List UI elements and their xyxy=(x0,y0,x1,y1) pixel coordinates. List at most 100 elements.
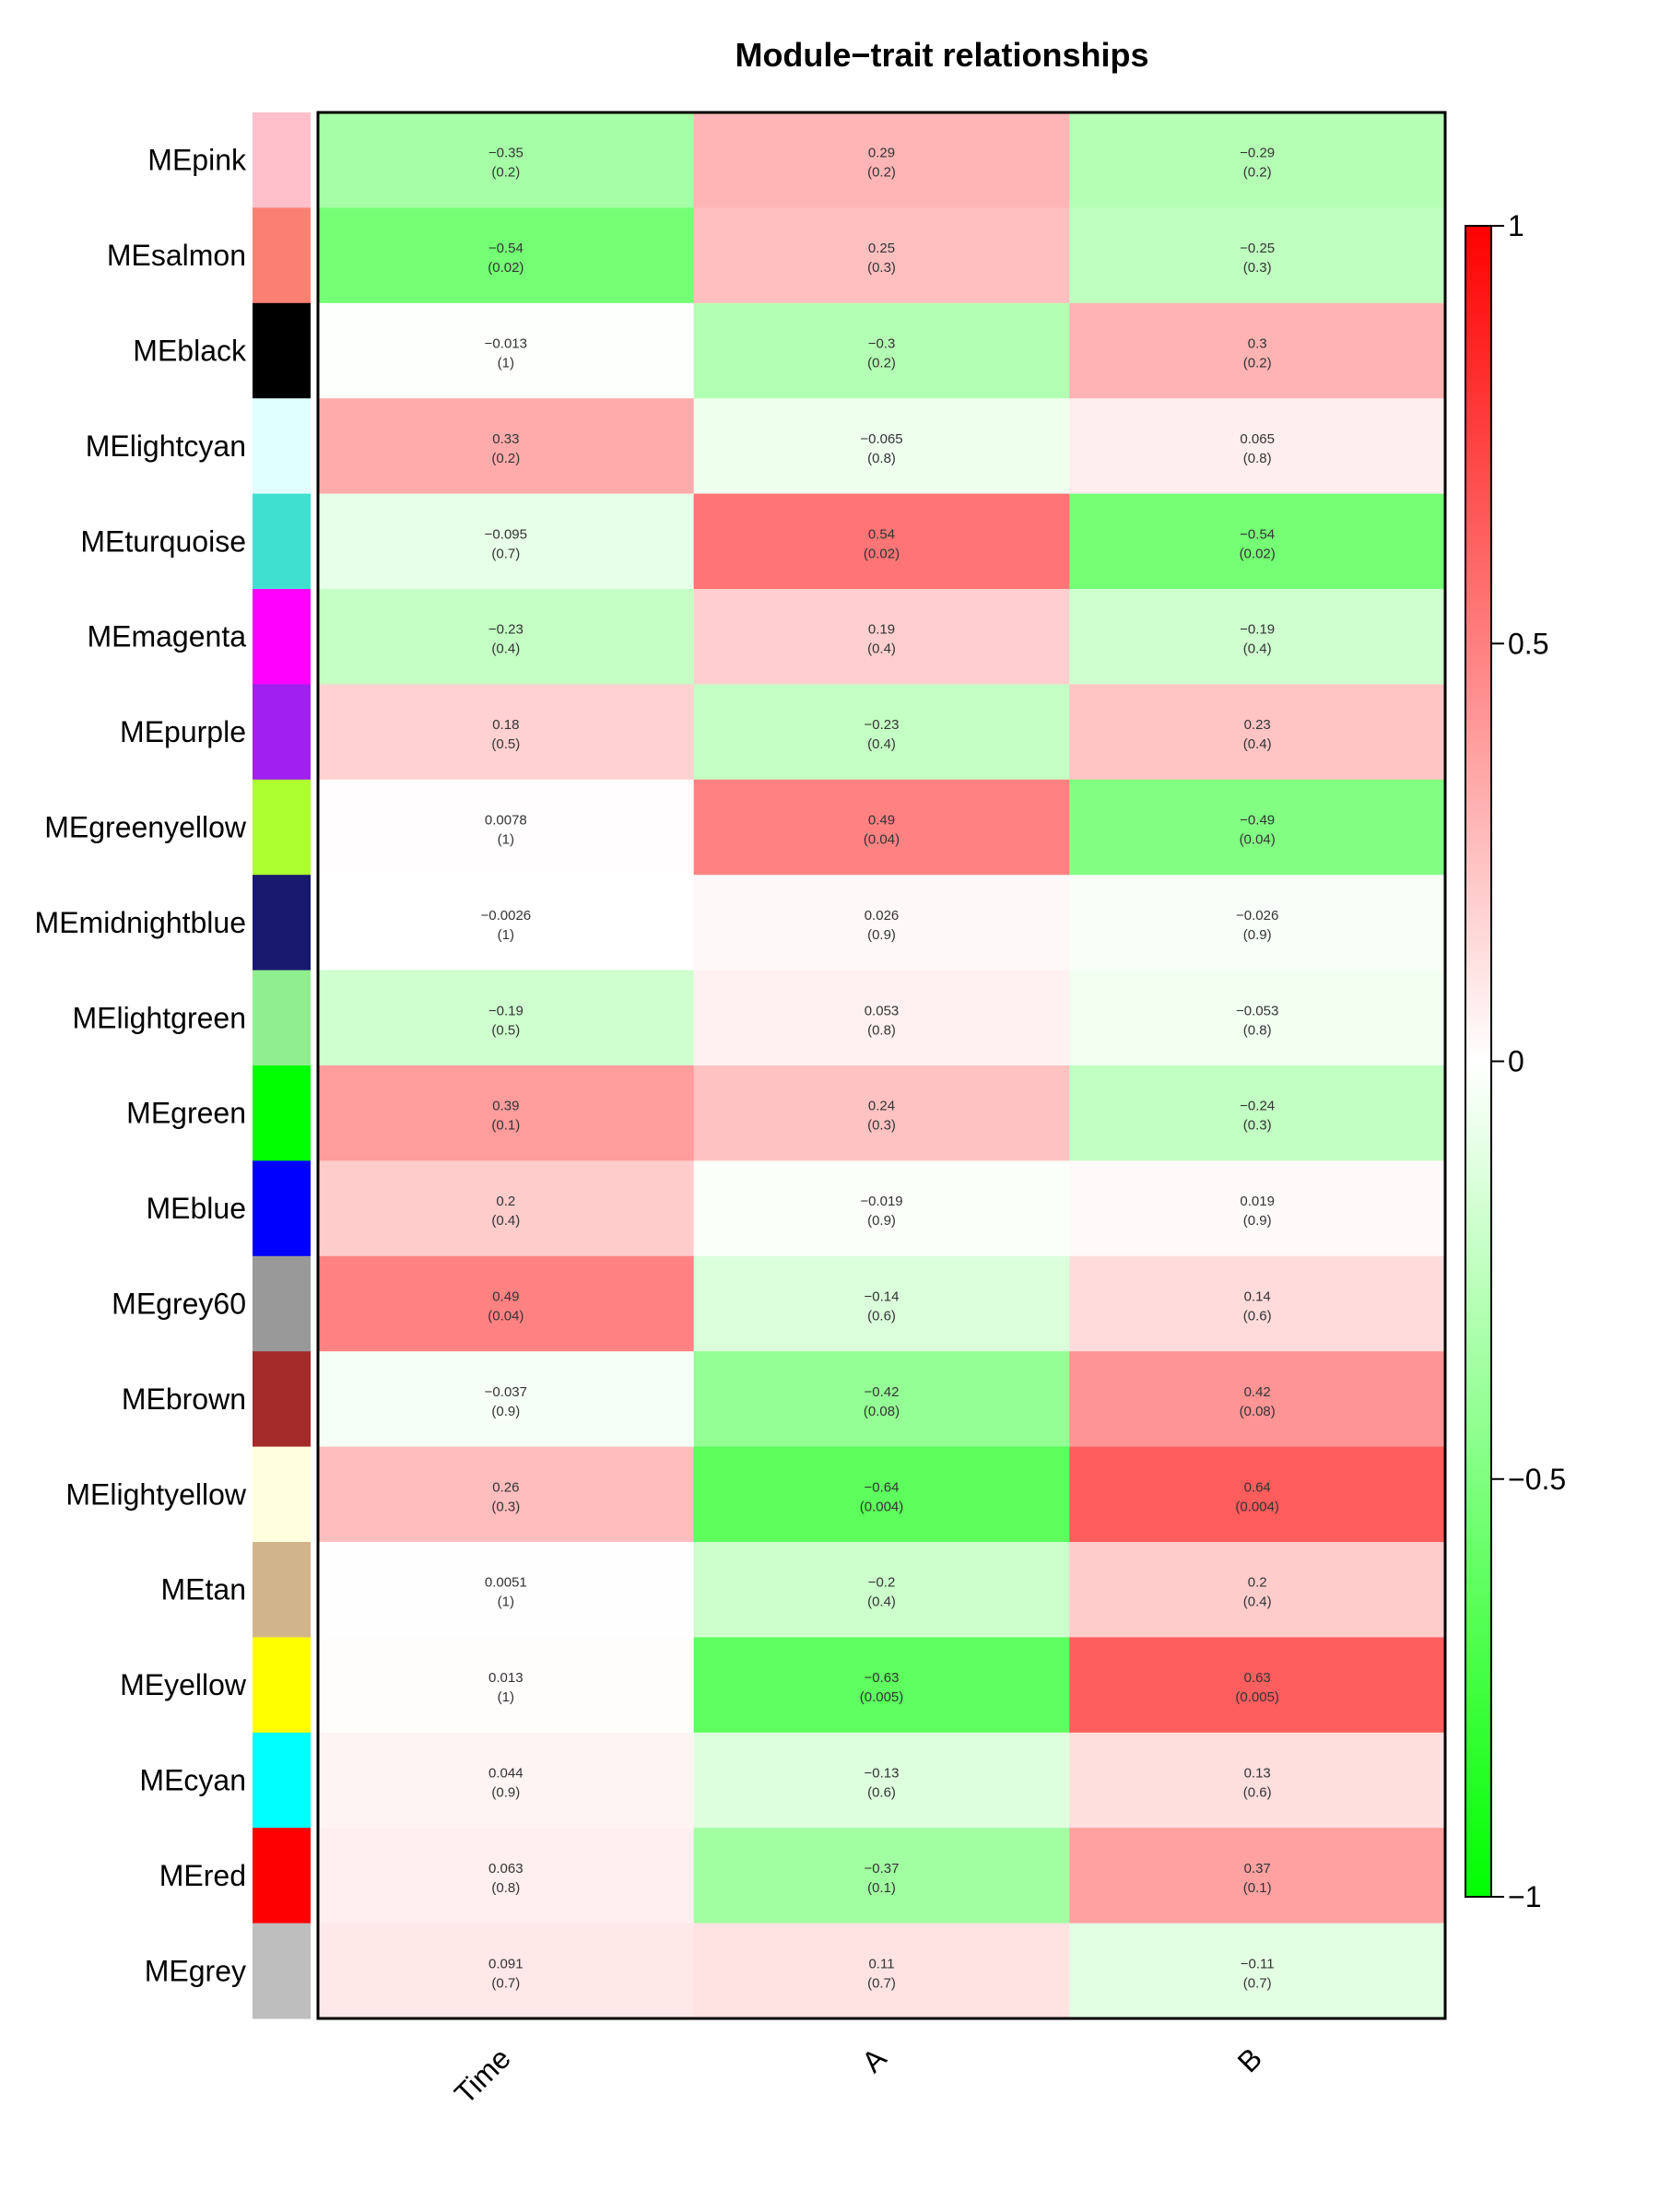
cell-pvalue: (0.4) xyxy=(491,1213,520,1229)
cell-value: 0.2 xyxy=(1248,1575,1267,1591)
cell-value: −0.54 xyxy=(488,241,524,256)
cell-value: −0.053 xyxy=(1236,1003,1278,1018)
heatmap-cell xyxy=(693,112,1070,208)
cell-value: −0.2 xyxy=(868,1575,896,1591)
cell-pvalue: (0.5) xyxy=(491,1022,520,1038)
cell-pvalue: (1) xyxy=(498,927,514,943)
cell-pvalue: (0.4) xyxy=(1243,641,1272,657)
cell-value: 0.37 xyxy=(1244,1861,1271,1877)
cell-value: 0.19 xyxy=(868,622,895,638)
cell-pvalue: (0.08) xyxy=(864,1404,900,1419)
row-label: MElightgreen xyxy=(72,1001,246,1034)
cell-pvalue: (0.4) xyxy=(867,641,896,657)
cell-pvalue: (0.5) xyxy=(491,736,520,752)
cell-value: 0.019 xyxy=(1240,1194,1275,1209)
cell-value: 0.091 xyxy=(488,1956,524,1971)
cell-pvalue: (0.2) xyxy=(491,165,520,181)
heatmap-cell xyxy=(693,970,1070,1066)
heatmap-cell xyxy=(1069,1732,1446,1829)
heatmap-cell xyxy=(318,1255,695,1352)
module-swatch xyxy=(253,112,311,208)
row-label: MEgrey xyxy=(145,1954,246,1987)
cell-value: −0.11 xyxy=(1241,1956,1275,1971)
cell-pvalue: (0.9) xyxy=(1243,1213,1272,1229)
module-swatch xyxy=(253,1542,311,1638)
row-label: MEpink xyxy=(147,144,247,177)
heatmap-cell xyxy=(693,1637,1070,1734)
heatmap-cell xyxy=(693,1160,1070,1257)
cell-value: 0.63 xyxy=(1244,1670,1271,1686)
cell-pvalue: (0.6) xyxy=(867,1309,896,1324)
cell-pvalue: (0.2) xyxy=(1243,356,1272,371)
heatmap-cell xyxy=(693,875,1070,971)
row-label: MEturquoise xyxy=(80,524,246,558)
cell-pvalue: (0.3) xyxy=(1243,260,1272,276)
module-swatch xyxy=(253,779,311,876)
cell-value: 0.33 xyxy=(492,431,519,447)
row-label: MEblack xyxy=(133,335,247,368)
heatmap-cell xyxy=(693,493,1070,590)
cell-pvalue: (0.4) xyxy=(867,736,896,752)
cell-value: 0.2 xyxy=(496,1194,515,1209)
cell-value: −0.14 xyxy=(865,1289,900,1305)
module-swatch xyxy=(253,302,311,399)
cell-value: 0.23 xyxy=(1244,717,1271,733)
cell-pvalue: (0.6) xyxy=(1243,1309,1272,1324)
cell-pvalue: (0.9) xyxy=(1243,927,1272,943)
cell-value: 0.49 xyxy=(492,1289,519,1305)
row-labels: MEpink MEsalmon MEblack MElightcyan MEturquo… xyxy=(35,144,247,1988)
cell-pvalue: (0.2) xyxy=(491,451,520,466)
cell-value: 0.42 xyxy=(1244,1384,1271,1400)
cell-pvalue: (0.8) xyxy=(867,1022,896,1038)
cell-value: −0.35 xyxy=(488,146,524,161)
heatmap-cell xyxy=(318,1351,695,1448)
heatmap-cell xyxy=(1069,875,1446,971)
heatmap-cell xyxy=(1069,1446,1446,1543)
module-swatch xyxy=(253,1923,311,2019)
cell-pvalue: (0.4) xyxy=(867,1594,896,1610)
cell-value: 0.0078 xyxy=(485,813,527,829)
heatmap-cell xyxy=(318,112,695,208)
heatmap-cell xyxy=(318,970,695,1066)
cell-value: −0.095 xyxy=(485,526,527,542)
heatmap-cell xyxy=(693,1732,1070,1829)
heatmap-cell xyxy=(318,589,695,685)
cell-value: −0.0026 xyxy=(481,908,532,924)
heatmap-cell xyxy=(318,1923,695,2019)
cell-value: −0.19 xyxy=(1240,622,1275,638)
heatmap-cell xyxy=(693,1351,1070,1448)
heatmap-cell xyxy=(318,1160,695,1257)
cell-pvalue: (0.004) xyxy=(860,1499,904,1514)
heatmap-cell xyxy=(693,207,1070,304)
heatmap-cell xyxy=(1069,302,1446,399)
row-label: MEbrown xyxy=(122,1382,246,1416)
cell-value: 0.18 xyxy=(492,717,519,733)
module-swatch xyxy=(253,1446,311,1543)
row-label: MEred xyxy=(159,1859,246,1892)
module-swatch xyxy=(253,1255,311,1352)
cell-pvalue: (0.7) xyxy=(867,1975,896,1991)
heatmap-cell xyxy=(1069,493,1446,590)
cell-pvalue: (0.1) xyxy=(491,1118,520,1134)
heatmap-cell xyxy=(318,1446,695,1543)
row-label: MEblue xyxy=(147,1192,247,1225)
cell-value: −0.49 xyxy=(1240,813,1275,829)
cell-value: −0.64 xyxy=(865,1479,900,1495)
cell-value: 0.14 xyxy=(1244,1289,1271,1305)
column-label: Time xyxy=(448,2041,517,2111)
cell-value: 0.065 xyxy=(1240,431,1275,447)
cell-pvalue: (0.2) xyxy=(867,165,896,181)
heatmap-cell xyxy=(318,1828,695,1924)
row-label: MEcyan xyxy=(139,1764,246,1797)
cell-pvalue: (1) xyxy=(498,1594,514,1610)
heatmap-cell xyxy=(1069,1542,1446,1638)
cell-pvalue: (0.04) xyxy=(1240,832,1276,848)
cell-value: −0.54 xyxy=(1240,526,1275,542)
legend-tick-label: 0 xyxy=(1508,1045,1524,1078)
row-label: MEyellow xyxy=(120,1668,247,1701)
heatmap-cell xyxy=(693,779,1070,876)
row-label: MEgreenyellow xyxy=(44,811,247,844)
cell-pvalue: (0.005) xyxy=(860,1689,904,1705)
cell-pvalue: (0.04) xyxy=(864,832,900,848)
cell-value: 0.54 xyxy=(868,526,895,542)
